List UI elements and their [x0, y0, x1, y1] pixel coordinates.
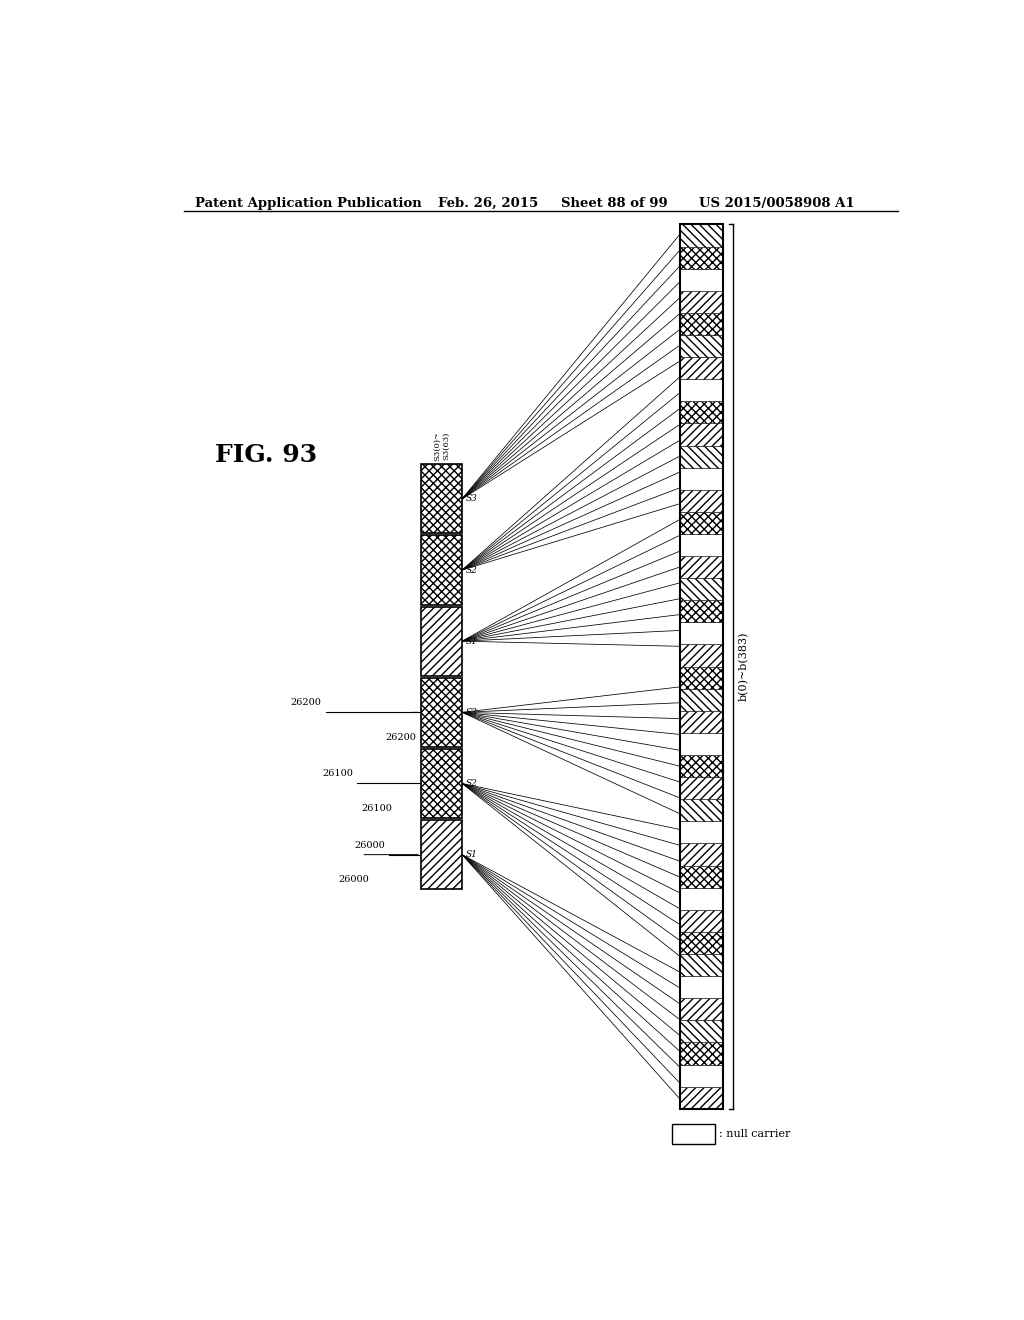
Bar: [680, 578, 723, 601]
Text: : null carrier: : null carrier: [719, 1129, 791, 1139]
Text: S1: S1: [465, 850, 477, 859]
Text: S1: S1: [465, 636, 477, 645]
Text: b(0)~b(383): b(0)~b(383): [739, 632, 750, 701]
Bar: [680, 335, 723, 358]
Bar: [680, 424, 723, 446]
Bar: [680, 932, 723, 954]
Bar: [680, 358, 723, 379]
Bar: [680, 777, 723, 799]
Bar: [680, 467, 723, 490]
Text: US 2015/0058908 A1: US 2015/0058908 A1: [699, 197, 855, 210]
Bar: [672, 1125, 715, 1144]
Bar: [421, 465, 462, 533]
Bar: [680, 733, 723, 755]
Bar: [680, 1043, 723, 1064]
Text: Feb. 26, 2015: Feb. 26, 2015: [437, 197, 538, 210]
Bar: [680, 866, 723, 887]
Text: S3(0)~
S3(63): S3(0)~ S3(63): [433, 432, 451, 461]
Text: S2(0)~
S2(63): S2(0)~ S2(63): [433, 503, 451, 532]
Bar: [680, 998, 723, 1020]
Text: S2: S2: [465, 779, 477, 788]
Bar: [421, 677, 462, 747]
Bar: [680, 535, 723, 556]
Bar: [680, 313, 723, 335]
Text: S3: S3: [465, 708, 477, 717]
Bar: [680, 975, 723, 998]
Bar: [680, 887, 723, 909]
Text: 26000: 26000: [338, 875, 369, 884]
Bar: [680, 1064, 723, 1086]
Bar: [680, 401, 723, 424]
Bar: [680, 644, 723, 667]
Text: S1(0)~
S1(63): S1(0)~ S1(63): [433, 787, 451, 817]
Bar: [421, 748, 462, 818]
Bar: [680, 490, 723, 512]
Bar: [421, 820, 462, 890]
Bar: [680, 290, 723, 313]
Bar: [421, 607, 462, 676]
Text: 26200: 26200: [291, 698, 322, 708]
Bar: [680, 667, 723, 689]
Bar: [680, 843, 723, 866]
Bar: [680, 512, 723, 535]
Bar: [680, 224, 723, 1109]
Bar: [680, 1020, 723, 1043]
Text: S3(0)~
S3(63): S3(0)~ S3(63): [433, 644, 451, 675]
Bar: [680, 623, 723, 644]
Bar: [680, 954, 723, 975]
Text: FIG. 93: FIG. 93: [215, 444, 317, 467]
Text: 26100: 26100: [323, 770, 353, 779]
Text: S2(0)~
S2(63): S2(0)~ S2(63): [433, 715, 451, 746]
Bar: [680, 247, 723, 269]
Bar: [680, 269, 723, 290]
Text: Patent Application Publication: Patent Application Publication: [196, 197, 422, 210]
Text: 26000: 26000: [354, 841, 385, 850]
Bar: [680, 821, 723, 843]
Bar: [680, 556, 723, 578]
Bar: [680, 755, 723, 777]
Bar: [680, 379, 723, 401]
Bar: [421, 536, 462, 605]
Bar: [680, 224, 723, 247]
Text: S2: S2: [465, 565, 477, 574]
Bar: [680, 446, 723, 467]
Bar: [680, 710, 723, 733]
Text: 26100: 26100: [361, 804, 392, 813]
Bar: [680, 1086, 723, 1109]
Bar: [680, 601, 723, 623]
Bar: [680, 909, 723, 932]
Bar: [680, 689, 723, 710]
Bar: [680, 799, 723, 821]
Text: Sheet 88 of 99: Sheet 88 of 99: [560, 197, 668, 210]
Text: 26200: 26200: [386, 733, 417, 742]
Text: S3: S3: [465, 495, 477, 503]
Text: S1(0)~
S1(63): S1(0)~ S1(63): [433, 574, 451, 603]
